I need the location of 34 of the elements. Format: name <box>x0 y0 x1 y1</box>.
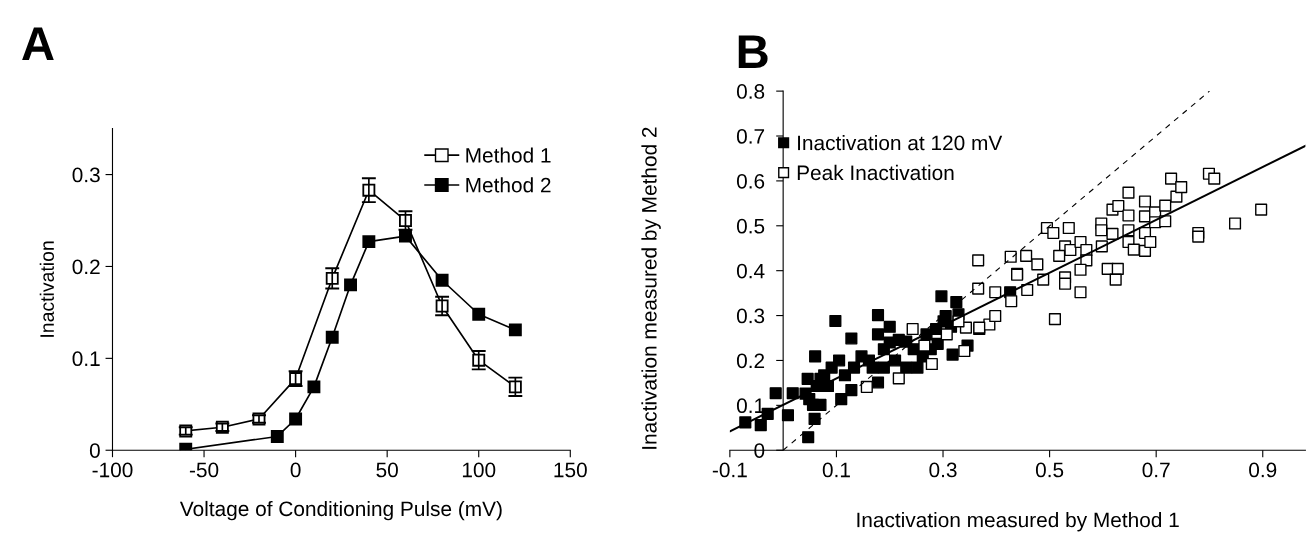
chart-title: B <box>738 35 768 68</box>
chart-title: A <box>22 27 54 60</box>
legend-label: Method 1 <box>466 147 551 163</box>
y-tick-label: 0.1 <box>72 351 100 367</box>
x-axis-title: Voltage of Conditioning Pulse (mV) <box>179 500 502 521</box>
x-tick-label: 0 <box>290 462 301 478</box>
y-tick-label: 0.2 <box>72 259 100 275</box>
y-tick-label: 0.4 <box>736 263 765 279</box>
x-tick-label: 100 <box>462 462 496 478</box>
y-tick-label: 0.2 <box>736 353 765 369</box>
x-tick-label: 0.1 <box>822 462 850 478</box>
x-tick-label: 0.5 <box>1035 462 1064 478</box>
y-tick-label: 0.5 <box>736 218 765 234</box>
x-axis-title: Inactivation measured by Method 1 <box>857 512 1179 532</box>
x-tick-label: 0.9 <box>1249 462 1277 478</box>
x-tick-label: 0.3 <box>929 462 957 478</box>
x-tick-label: 50 <box>376 462 398 478</box>
y-tick-label: 0.1 <box>736 398 765 414</box>
y-axis-title: Inactivation measured by Method 2 <box>641 127 661 449</box>
x-tick-label: -50 <box>189 462 219 478</box>
y-axis-title: Inactivation <box>39 241 54 337</box>
y-tick-label: 0.3 <box>736 308 765 324</box>
x-tick-label: -0.1 <box>712 462 747 478</box>
y-tick-label: 0 <box>89 443 100 458</box>
x-tick-label: -100 <box>92 462 133 478</box>
legend-label: Method 2 <box>466 177 551 193</box>
y-tick-label: 0.7 <box>736 129 765 144</box>
legend-label: Inactivation at 120 mV <box>798 135 1003 151</box>
y-tick-label: 0.3 <box>72 167 100 183</box>
y-tick-label: 0.8 <box>736 84 765 99</box>
x-tick-label: 150 <box>554 462 587 478</box>
y-tick-label: 0.6 <box>736 173 765 189</box>
legend-label: Peak Inactivation <box>797 164 954 181</box>
x-tick-label: 0.7 <box>1142 462 1170 478</box>
